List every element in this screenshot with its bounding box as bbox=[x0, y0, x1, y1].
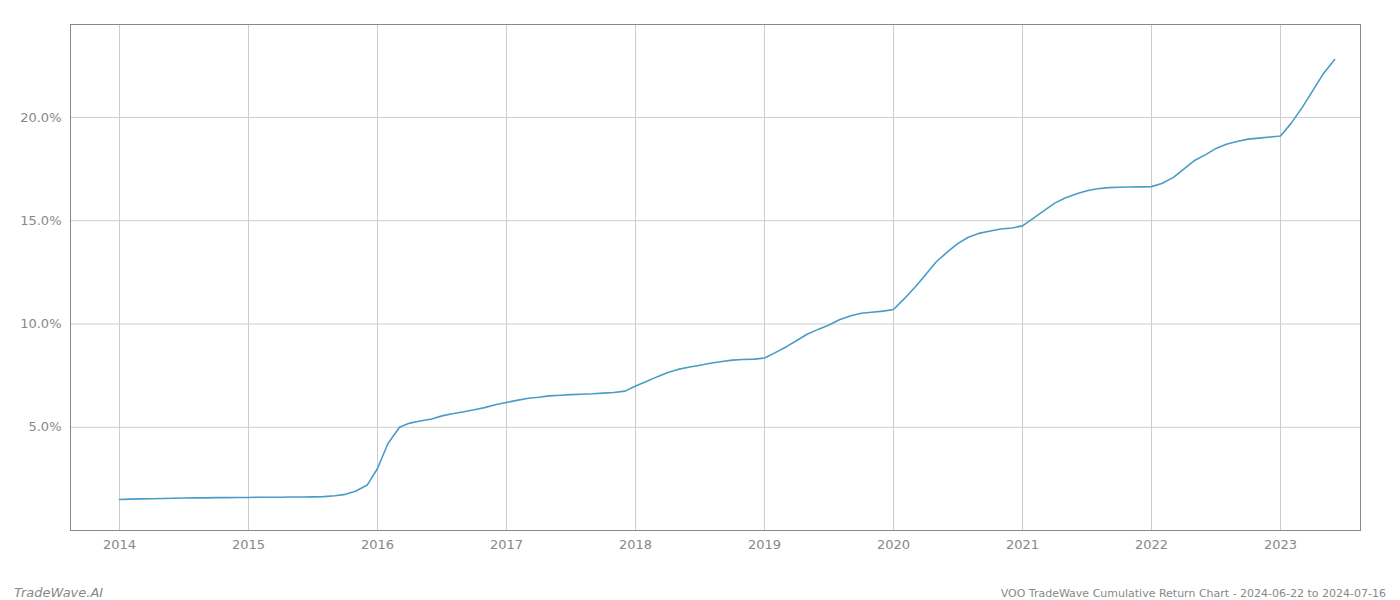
svg-text:2014: 2014 bbox=[103, 537, 136, 552]
svg-text:2015: 2015 bbox=[232, 537, 265, 552]
svg-text:2016: 2016 bbox=[361, 537, 394, 552]
html-text:VOO TradeWave Cumulative Retur: VOO TradeWave Cumulative Return Chart - … bbox=[1000, 587, 1386, 600]
svg-text:5.0%: 5.0% bbox=[28, 419, 61, 434]
svg-text:2021: 2021 bbox=[1006, 537, 1039, 552]
svg-text:2020: 2020 bbox=[877, 537, 910, 552]
svg-text:2022: 2022 bbox=[1135, 537, 1168, 552]
svg-text:15.0%: 15.0% bbox=[20, 213, 61, 228]
html-text:TradeWave.AI: TradeWave.AI bbox=[14, 585, 104, 600]
svg-text:2023: 2023 bbox=[1264, 537, 1297, 552]
svg-text:20.0%: 20.0% bbox=[20, 110, 61, 125]
svg-text:10.0%: 10.0% bbox=[20, 316, 61, 331]
svg-text:2019: 2019 bbox=[748, 537, 781, 552]
svg-text:2017: 2017 bbox=[490, 537, 523, 552]
svg-text:2018: 2018 bbox=[619, 537, 652, 552]
